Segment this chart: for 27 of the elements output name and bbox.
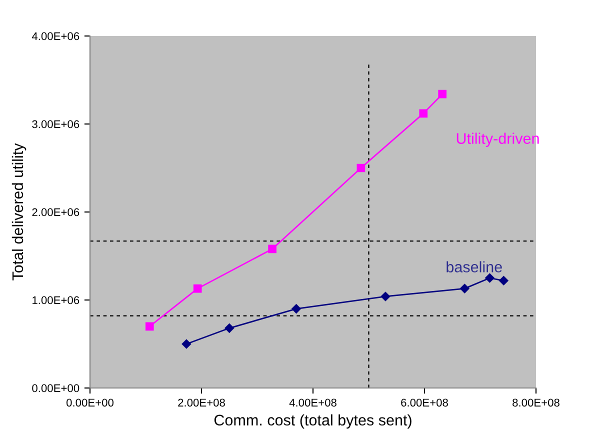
point <box>145 322 154 331</box>
point <box>292 304 301 314</box>
y-tick-label: 1.00E+06 <box>32 296 80 304</box>
series-label: baseline <box>446 261 502 272</box>
point <box>224 324 234 333</box>
text: Utility-driven <box>456 132 539 147</box>
point <box>193 284 202 293</box>
x-tick-label: 8.00E+08 <box>512 398 560 407</box>
point <box>485 273 494 283</box>
x-tick-label: 2.00E+08 <box>178 398 225 407</box>
point <box>182 339 192 349</box>
x-axis-title: Comm. cost (total bytes sent) <box>214 414 412 429</box>
x-tick-label: 6.00E+08 <box>401 398 448 407</box>
y-tick-label: 0.00E+00 <box>32 384 80 392</box>
x-tick-label: 4.00E+08 <box>289 398 336 407</box>
y-axis-title: Total delivered utility <box>12 143 26 280</box>
point <box>499 276 508 286</box>
x-tick-label: 0.00E+00 <box>66 398 114 407</box>
point <box>380 292 390 302</box>
point <box>419 109 428 118</box>
point <box>356 164 366 172</box>
point <box>438 90 447 98</box>
y-tick-label: 3.00E+06 <box>32 120 80 128</box>
point <box>460 284 470 294</box>
y-tick-label: 4.00E+06 <box>32 32 80 40</box>
point <box>268 244 276 254</box>
y-tick-label: 2.00E+06 <box>32 208 80 216</box>
